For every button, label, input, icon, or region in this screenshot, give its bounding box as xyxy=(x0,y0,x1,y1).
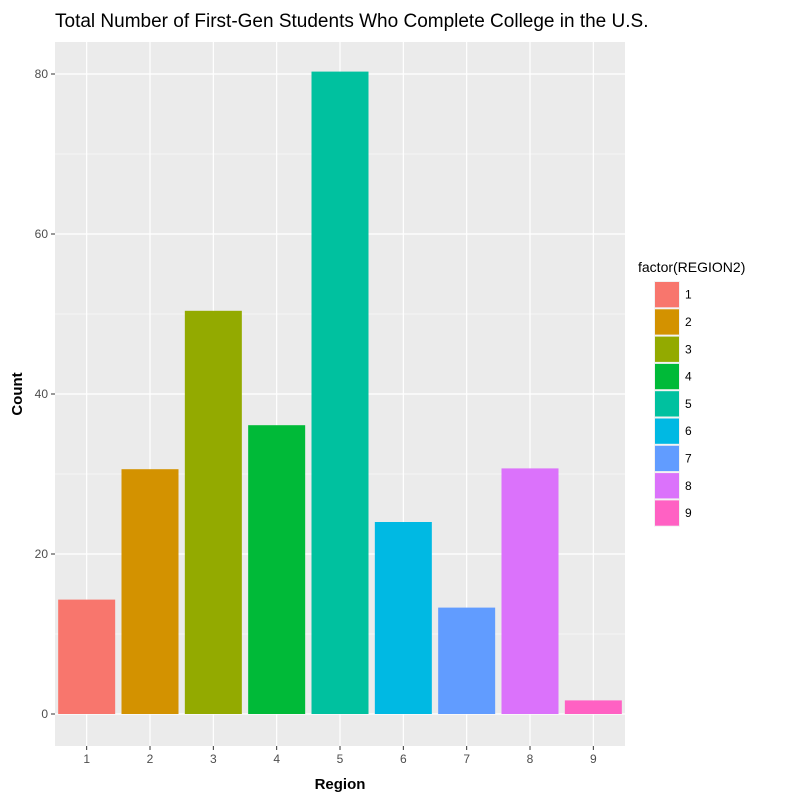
y-tick-label: 80 xyxy=(35,67,49,81)
x-tick-label: 7 xyxy=(463,752,470,766)
x-tick-label: 8 xyxy=(527,752,534,766)
legend-swatch-5 xyxy=(655,391,679,417)
bar-region-3 xyxy=(184,310,242,714)
x-axis-title: Region xyxy=(315,776,366,793)
legend: factor(REGION2) 1 2 3 4 5 6 7 8 9 xyxy=(638,259,745,527)
bars xyxy=(58,71,622,715)
legend-label: 7 xyxy=(685,451,692,465)
legend-title: factor(REGION2) xyxy=(638,259,745,275)
y-tick-label: 60 xyxy=(35,227,49,241)
legend-label: 2 xyxy=(685,315,692,329)
legend-swatch-7 xyxy=(655,445,679,472)
bar-region-4 xyxy=(248,425,306,714)
y-axis-title: Count xyxy=(9,372,26,415)
y-axis-ticks: 0 20 40 60 80 xyxy=(35,67,55,721)
legend-label: 3 xyxy=(685,342,692,356)
x-tick-label: 5 xyxy=(337,752,344,766)
legend-label: 6 xyxy=(685,424,692,438)
y-tick-label: 0 xyxy=(41,707,48,721)
legend-swatch-2 xyxy=(655,309,679,335)
x-tick-label: 4 xyxy=(273,752,280,766)
legend-swatch-6 xyxy=(655,418,679,444)
y-tick-label: 20 xyxy=(35,547,49,561)
bar-region-1 xyxy=(58,599,116,714)
legend-label: 8 xyxy=(685,479,692,493)
x-tick-label: 9 xyxy=(590,752,597,766)
legend-swatch-3 xyxy=(655,336,679,362)
legend-swatch-9 xyxy=(655,500,679,526)
legend-items: 1 2 3 4 5 6 7 8 9 xyxy=(654,281,692,527)
x-tick-label: 3 xyxy=(210,752,217,766)
bar-region-6 xyxy=(374,522,432,714)
x-tick-label: 6 xyxy=(400,752,407,766)
legend-swatch-1 xyxy=(655,282,679,308)
chart-title: Total Number of First-Gen Students Who C… xyxy=(55,11,648,32)
bar-region-9 xyxy=(564,700,622,714)
legend-label: 4 xyxy=(685,370,692,384)
legend-swatch-8 xyxy=(655,473,679,499)
bar-region-8 xyxy=(501,468,559,714)
bar-region-2 xyxy=(121,469,179,714)
bar-region-7 xyxy=(438,607,496,714)
legend-label: 9 xyxy=(685,506,692,520)
legend-label: 5 xyxy=(685,397,692,411)
x-axis-ticks: 1 2 3 4 5 6 7 8 9 xyxy=(83,746,597,766)
legend-label: 1 xyxy=(685,288,692,302)
x-tick-label: 2 xyxy=(147,752,154,766)
y-tick-label: 40 xyxy=(35,387,49,401)
legend-swatch-4 xyxy=(655,363,679,390)
bar-region-5 xyxy=(311,71,369,715)
x-tick-label: 1 xyxy=(83,752,90,766)
